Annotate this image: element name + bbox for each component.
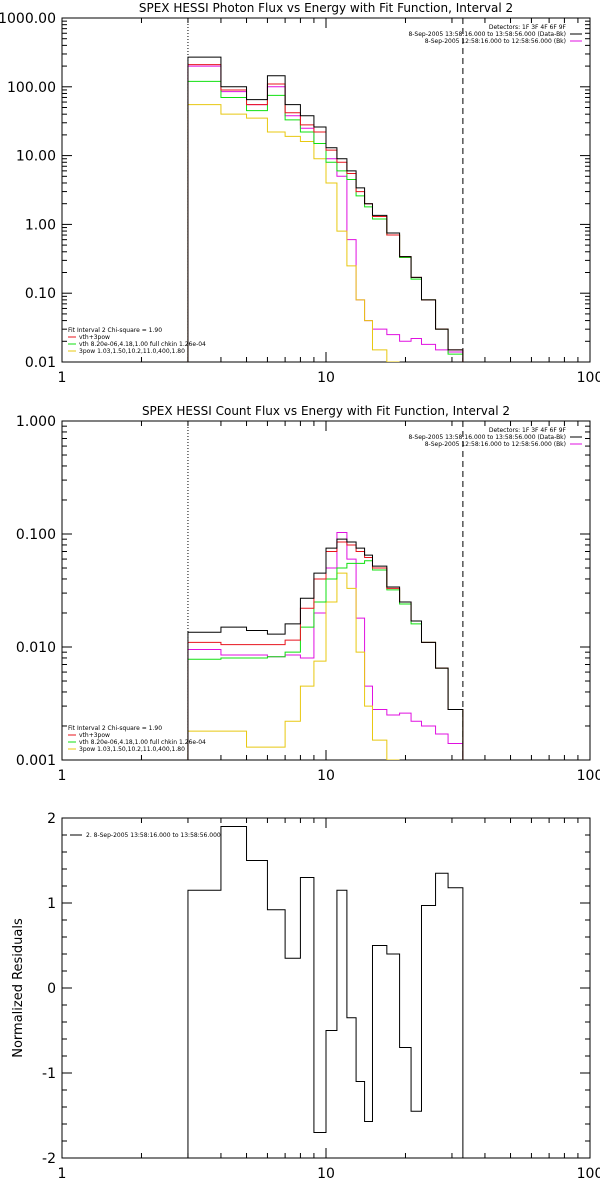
legend-entry: Detectors: 1F 3F 4F 6F 9F	[489, 427, 567, 434]
x-tick-label: 100	[577, 370, 600, 386]
y-tick-label: 100.00	[7, 80, 56, 96]
legend-entry: 8-Sep-2005 12:58:16.000 to 12:58:56.000 …	[425, 38, 566, 45]
series-3pow-line	[187, 572, 400, 760]
x-tick-label: 1	[58, 1166, 67, 1182]
y-tick-label: 1.00	[25, 217, 56, 233]
series-data-bk-line	[187, 538, 464, 760]
x-tick-label: 10	[317, 1166, 335, 1182]
legend-entry: Fit Interval 2 Chi-square = 1.90	[68, 725, 162, 732]
legend-entry: 8-Sep-2005 12:58:16.000 to 12:58:56.000 …	[425, 441, 566, 448]
y-tick-label: 2	[47, 811, 56, 827]
series-vth-line	[187, 80, 464, 362]
series-data-bk-line	[187, 56, 464, 362]
legend-entry: 8-Sep-2005 13:58:16.000 to 13:58:56.000 …	[408, 434, 566, 441]
series-bk-line	[187, 65, 464, 362]
legend-entry: 3pow 1.03,1.50,10.2,11.0,400,1.80	[79, 746, 185, 753]
chart-panel-3: 1 10 100 -2 -1 0 1 2 Normalized Residuals 2. 8-Se…	[11, 811, 600, 1182]
series-3pow-line	[187, 104, 400, 362]
y-tick-label: 0.01	[25, 355, 56, 371]
legend-entry: Detectors: 1F 3F 4F 6F 9F	[489, 24, 567, 31]
series-2-8-sep-2005-13-58-16-000-to-13-58-56-000-line	[187, 826, 464, 1158]
x-tick-label: 100	[577, 1166, 600, 1182]
chart-panel-1: SPEX HESSI Photon Flux vs Energy with Fi…	[0, 1, 600, 386]
y-axis-label: Normalized Residuals	[11, 918, 26, 1058]
y-tick-label: 0	[47, 981, 56, 997]
x-tick-label: 1	[58, 370, 67, 386]
plot-frame	[61, 17, 591, 363]
y-tick-label: 0.10	[25, 286, 56, 302]
legend-entry: vth 8.20e-06,4.18,1.00 full chkin 1.26e-…	[79, 739, 206, 746]
x-tick-label: 100	[577, 768, 600, 784]
chart-panel-2: SPEX HESSI Count Flux vs Energy with Fit…	[16, 404, 600, 784]
series-vth-line	[187, 560, 464, 760]
y-tick-label: 0.100	[16, 527, 56, 543]
y-tick-label: 0.010	[16, 640, 56, 656]
x-tick-label: 10	[317, 370, 335, 386]
x-tick-label: 1	[58, 768, 67, 784]
chart-title: SPEX HESSI Photon Flux vs Energy with Fi…	[139, 1, 513, 15]
y-tick-label: 0.001	[16, 753, 56, 769]
y-tick-label: -2	[42, 1151, 56, 1167]
legend-entry: vth 8.20e-06,4.18,1.00 full chkin 1.26e-…	[79, 341, 206, 348]
legend-entry: 8-Sep-2005 13:58:16.000 to 13:58:56.000 …	[408, 31, 566, 38]
x-tick-label: 10	[317, 768, 335, 784]
chart-title: SPEX HESSI Count Flux vs Energy with Fit…	[142, 404, 510, 418]
y-tick-label: -1	[42, 1066, 56, 1082]
y-tick-label: 1	[47, 896, 56, 912]
legend-entry: 2. 8-Sep-2005 13:58:16.000 to 13:58:56.0…	[86, 832, 221, 839]
y-tick-label: 1.000	[16, 414, 56, 430]
legend-entry: vth+3pow	[79, 334, 110, 341]
series-bk-line	[187, 532, 464, 760]
legend-entry: 3pow 1.03,1.50,10.2,11.0,400,1.80	[79, 348, 185, 355]
y-tick-label: 10.00	[16, 149, 56, 165]
legend-entry: vth+3pow	[79, 732, 110, 739]
legend-entry: Fit Interval 2 Chi-square = 1.90	[68, 327, 162, 334]
series-vth-3pow-line	[187, 64, 464, 362]
series-vth-3pow-line	[187, 541, 464, 760]
y-tick-label: 1000.00	[0, 11, 56, 27]
